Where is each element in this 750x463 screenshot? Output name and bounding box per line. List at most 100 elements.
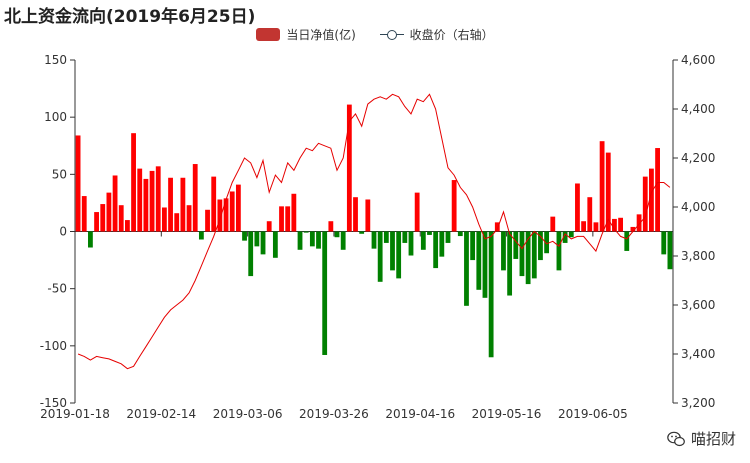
y-right-tick-label: 4,000 (681, 200, 715, 214)
bar (390, 231, 395, 271)
bar (106, 192, 112, 232)
bar (279, 206, 284, 232)
bar (482, 231, 488, 298)
y-right-tick-label: 3,600 (681, 298, 715, 312)
bar (494, 222, 500, 232)
x-tick-label: 2019-05-16 (472, 407, 542, 421)
y-right-tick-label: 4,200 (681, 151, 715, 165)
wechat-icon (667, 431, 685, 446)
bar (464, 231, 469, 306)
bar (75, 135, 81, 232)
bar (285, 206, 291, 232)
bar (581, 221, 587, 232)
bar (661, 231, 667, 255)
legend-line-label: 收盘价（右轴） (409, 28, 494, 42)
x-tick-label: 2019-06-05 (558, 407, 628, 421)
bar (248, 231, 254, 277)
x-tick-label: 2019-03-26 (299, 407, 369, 421)
bar (575, 183, 580, 232)
bar (427, 231, 432, 235)
bar (612, 218, 617, 232)
bar (186, 205, 192, 232)
bar (297, 231, 303, 250)
bar (168, 177, 173, 232)
bar (587, 197, 593, 232)
bar (309, 231, 315, 247)
bar (488, 231, 494, 358)
chart-title: 北上资金流向(2019年6月25日) (4, 7, 256, 27)
bar (174, 213, 180, 232)
bar (94, 212, 99, 232)
bar (630, 226, 636, 232)
bar (667, 231, 673, 270)
y-left-tick-label: 50 (52, 167, 67, 181)
y-right-tick-label: 3,200 (681, 396, 715, 410)
bar (414, 192, 420, 232)
bar (131, 133, 136, 232)
bar (457, 231, 463, 237)
watermark-text: 喵招财 (690, 430, 736, 448)
bar (371, 231, 377, 249)
bar (513, 231, 519, 259)
bar (242, 231, 247, 241)
bar (340, 231, 346, 250)
bar (538, 231, 543, 261)
bar (88, 231, 93, 248)
legend-item-bar[interactable]: 当日净值(亿) (256, 26, 356, 43)
bar (291, 193, 297, 232)
bar (605, 152, 611, 232)
bar (420, 231, 426, 250)
bar (260, 231, 266, 255)
y-right-tick-label: 3,400 (681, 347, 715, 361)
bar (217, 199, 223, 232)
legend: 当日净值(亿) 收盘价（右轴） (0, 26, 750, 44)
legend-item-line[interactable]: 收盘价（右轴） (379, 26, 494, 43)
bar (593, 222, 599, 232)
bar (519, 231, 525, 277)
bar (439, 231, 445, 257)
bar (192, 164, 198, 232)
y-left-tick-label: -100 (40, 339, 67, 353)
bar (655, 148, 660, 232)
bar (544, 231, 550, 254)
bar (396, 231, 402, 279)
x-tick-label: 2019-03-06 (213, 407, 283, 421)
bar (198, 231, 204, 240)
bar-series (75, 104, 673, 358)
legend-line-swatch (379, 28, 404, 41)
bar (476, 231, 482, 290)
bar (550, 216, 556, 232)
bar (235, 184, 241, 232)
close-price-line (77, 93, 671, 370)
bar (266, 221, 272, 232)
watermark: 喵招财 (667, 428, 736, 449)
bar (272, 231, 278, 258)
bar (322, 231, 328, 355)
bar (180, 177, 186, 232)
bar (149, 170, 155, 232)
bar (346, 104, 352, 232)
y-right-tick-label: 4,400 (681, 102, 715, 116)
bar (118, 205, 124, 232)
bar (636, 214, 642, 232)
bar (618, 217, 623, 232)
y-left-tick-label: 150 (44, 53, 67, 67)
bar (531, 231, 537, 279)
bar (205, 209, 210, 232)
bar (408, 231, 414, 256)
y-left-tick-label: -50 (47, 282, 67, 296)
bar (316, 231, 321, 249)
bar (161, 207, 167, 232)
x-tick-label: 2019-04-16 (385, 407, 455, 421)
bar (155, 166, 161, 232)
bar (445, 231, 451, 243)
bar (556, 231, 562, 271)
y-left-tick-label: 100 (44, 110, 67, 124)
bar (137, 168, 143, 232)
legend-bar-label: 当日净值(亿) (286, 28, 356, 42)
bar (254, 231, 260, 247)
bar (211, 176, 217, 232)
bar (383, 231, 389, 243)
bar (81, 196, 87, 232)
